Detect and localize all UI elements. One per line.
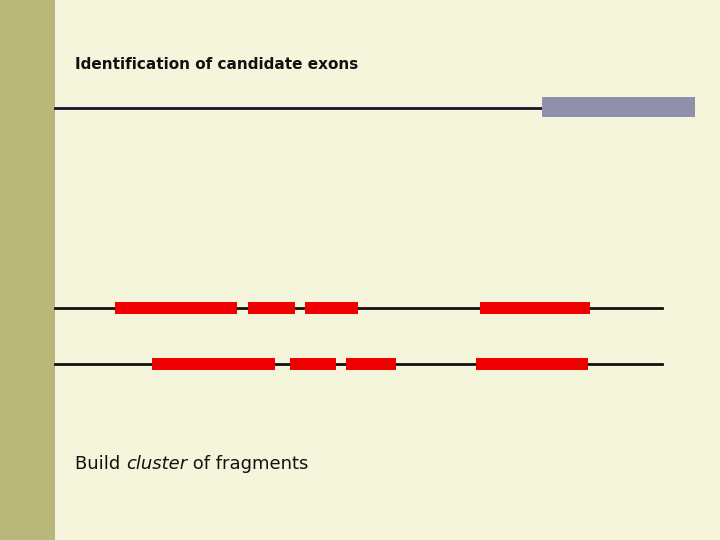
Bar <box>290 358 336 370</box>
Bar <box>542 97 695 117</box>
Bar <box>480 302 590 314</box>
Text: of fragments: of fragments <box>187 455 308 473</box>
Text: cluster: cluster <box>126 455 187 473</box>
Text: Build: Build <box>75 455 126 473</box>
Bar <box>152 358 275 370</box>
Text: Identification of candidate exons: Identification of candidate exons <box>75 57 359 72</box>
Bar <box>305 302 358 314</box>
Bar <box>248 302 295 314</box>
Bar <box>346 358 396 370</box>
Bar <box>476 358 588 370</box>
Bar <box>115 302 237 314</box>
Bar <box>0 0 55 540</box>
